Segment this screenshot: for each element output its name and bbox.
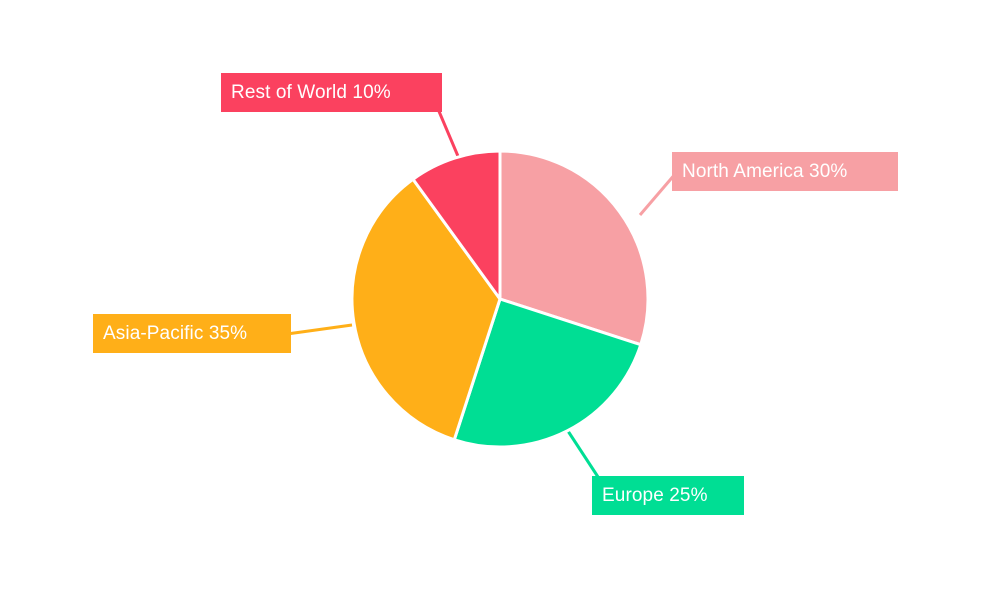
- pie-label-rest-of-world[interactable]: Rest of World 10%: [221, 73, 442, 112]
- leader-line: [564, 427, 602, 481]
- pie-label-north-america[interactable]: North America 30%: [672, 152, 898, 191]
- pie-label-asia-pacific[interactable]: Asia-Pacific 35%: [93, 314, 291, 353]
- pie-slice-europe[interactable]: [452, 297, 643, 449]
- pie-slice-group: [350, 149, 650, 449]
- pie-slice-north-america[interactable]: [498, 149, 650, 347]
- leader-line: [286, 323, 353, 336]
- pie-slice-asia-pacific[interactable]: [350, 177, 502, 442]
- pie-label-europe[interactable]: Europe 25%: [592, 476, 744, 515]
- leader-line: [638, 172, 678, 216]
- pie-slice-rest-of-world[interactable]: [411, 149, 502, 301]
